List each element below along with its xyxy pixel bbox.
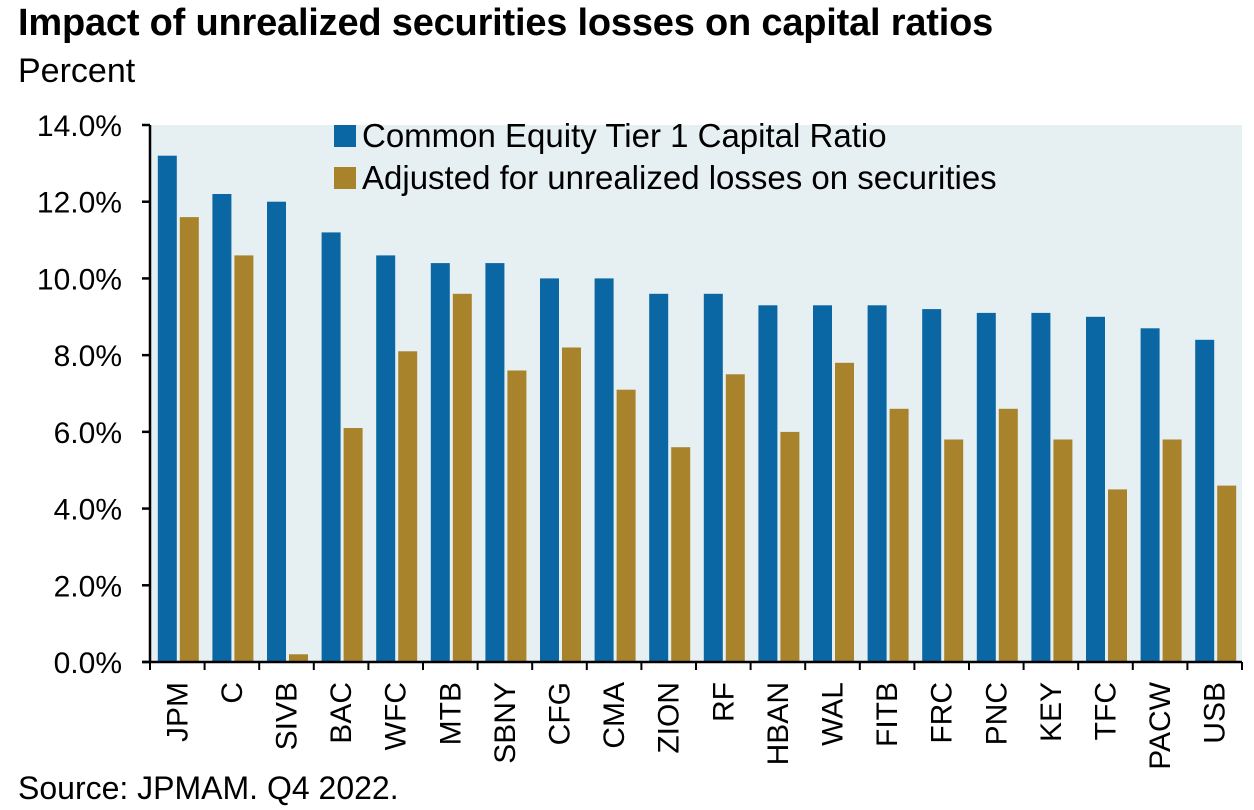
bar-adjusted-tfc: [1108, 489, 1127, 662]
bar-adjusted-cma: [616, 389, 636, 662]
x-tick-label: WAL: [817, 682, 850, 746]
bar-adjusted-cfg: [562, 347, 581, 662]
bar-adjusted-hban: [780, 431, 800, 662]
bar-cet1-sivb: [267, 201, 286, 662]
y-axis: 0.0% 2.0% 4.0% 6.0% 8.0% 10.0% 12.0% 14.0%: [37, 110, 152, 680]
x-tick-label: USB: [1199, 682, 1232, 744]
bar-cet1-pnc: [976, 312, 996, 662]
x-tick-label: JPM: [161, 682, 194, 742]
bar-adjusted-frc: [944, 439, 964, 662]
y-tick-label: 12.0%: [37, 187, 122, 220]
bar-cet1-key: [1031, 312, 1051, 662]
legend-swatch: [334, 167, 356, 189]
x-tick-label: PACW: [1144, 681, 1177, 769]
legend-swatch: [334, 125, 356, 147]
bar-adjusted-pacw: [1162, 439, 1182, 662]
x-tick-label: C: [216, 682, 249, 704]
y-tick-label: 8.0%: [54, 340, 122, 373]
x-tick-label: TFC: [1090, 682, 1123, 740]
y-tick-label: 6.0%: [54, 417, 122, 450]
legend: Common Equity Tier 1 Capital Ratio Adjust…: [334, 117, 997, 196]
bar-adjusted-wfc: [398, 351, 418, 662]
bar-cet1-cfg: [540, 278, 559, 662]
bar-cet1-bac: [321, 232, 341, 662]
bar-adjusted-rf: [725, 374, 745, 662]
bar-cet1-rf: [703, 293, 723, 662]
x-tick-label: FITB: [871, 682, 904, 747]
bar-cet1-pacw: [1140, 328, 1160, 662]
bar-cet1-cma: [594, 278, 614, 662]
bar-adjusted-zion: [671, 447, 691, 662]
bar-adjusted-sivb: [289, 654, 308, 662]
legend-label: Common Equity Tier 1 Capital Ratio: [362, 117, 887, 154]
chart-title: Impact of unrealized securities losses o…: [18, 2, 994, 44]
bar-cet1-frc: [922, 309, 942, 662]
bar-adjusted-jpm: [179, 217, 199, 662]
plot-background: [150, 125, 1242, 662]
x-tick-label: KEY: [1035, 682, 1068, 742]
y-tick-label: 0.0%: [54, 647, 122, 680]
x-tick-label: RF: [707, 682, 740, 722]
x-tick-label: WFC: [380, 682, 413, 750]
bar-cet1-zion: [649, 293, 669, 662]
y-tick-label: 10.0%: [37, 263, 122, 296]
x-tick-label: SIVB: [271, 682, 304, 750]
bar-cet1-fitb: [867, 305, 887, 662]
bar-cet1-jpm: [157, 155, 177, 662]
x-tick-label: MTB: [434, 682, 467, 745]
bar-cet1-wfc: [376, 255, 396, 662]
y-tick-label: 14.0%: [37, 110, 122, 143]
bar-adjusted-c: [234, 255, 254, 662]
bar-adjusted-mtb: [452, 293, 472, 662]
x-tick-label: CFG: [544, 682, 577, 745]
bar-adjusted-sbny: [507, 370, 527, 662]
bar-cet1-tfc: [1086, 316, 1105, 662]
bar-adjusted-key: [1053, 439, 1073, 662]
bar-cet1-hban: [758, 305, 778, 662]
x-tick-label: HBAN: [762, 682, 795, 765]
x-tick-label: PNC: [980, 682, 1013, 745]
bar-cet1-wal: [813, 305, 832, 662]
legend-label: Adjusted for unrealized losses on securi…: [362, 159, 997, 196]
chart-subtitle: Percent: [18, 52, 136, 90]
source-note: Source: JPMAM. Q4 2022.: [18, 770, 399, 806]
bar-cet1-usb: [1195, 339, 1215, 662]
x-axis: JPM C SIVB BAC WFC MTB SBNY CFG CMA ZION RF HBAN WAL…: [142, 660, 1243, 770]
y-tick-label: 4.0%: [54, 494, 122, 527]
bar-cet1-mtb: [430, 263, 450, 662]
x-tick-label: CMA: [598, 682, 631, 749]
bar-cet1-sbny: [485, 263, 505, 662]
bar-adjusted-fitb: [889, 408, 909, 662]
series-adjusted-bars: [179, 217, 1237, 662]
bar-adjusted-pnc: [998, 408, 1018, 662]
bar-adjusted-usb: [1217, 485, 1237, 662]
x-tick-label: BAC: [325, 682, 358, 744]
bar-cet1-c: [212, 194, 232, 662]
y-tick-label: 2.0%: [54, 570, 122, 603]
bar-adjusted-wal: [835, 362, 854, 662]
x-tick-label: ZION: [653, 682, 686, 754]
bar-adjusted-bac: [343, 428, 363, 662]
series-cet1-bars: [157, 155, 1215, 662]
x-tick-label: SBNY: [489, 682, 522, 764]
x-tick-label: FRC: [926, 682, 959, 744]
